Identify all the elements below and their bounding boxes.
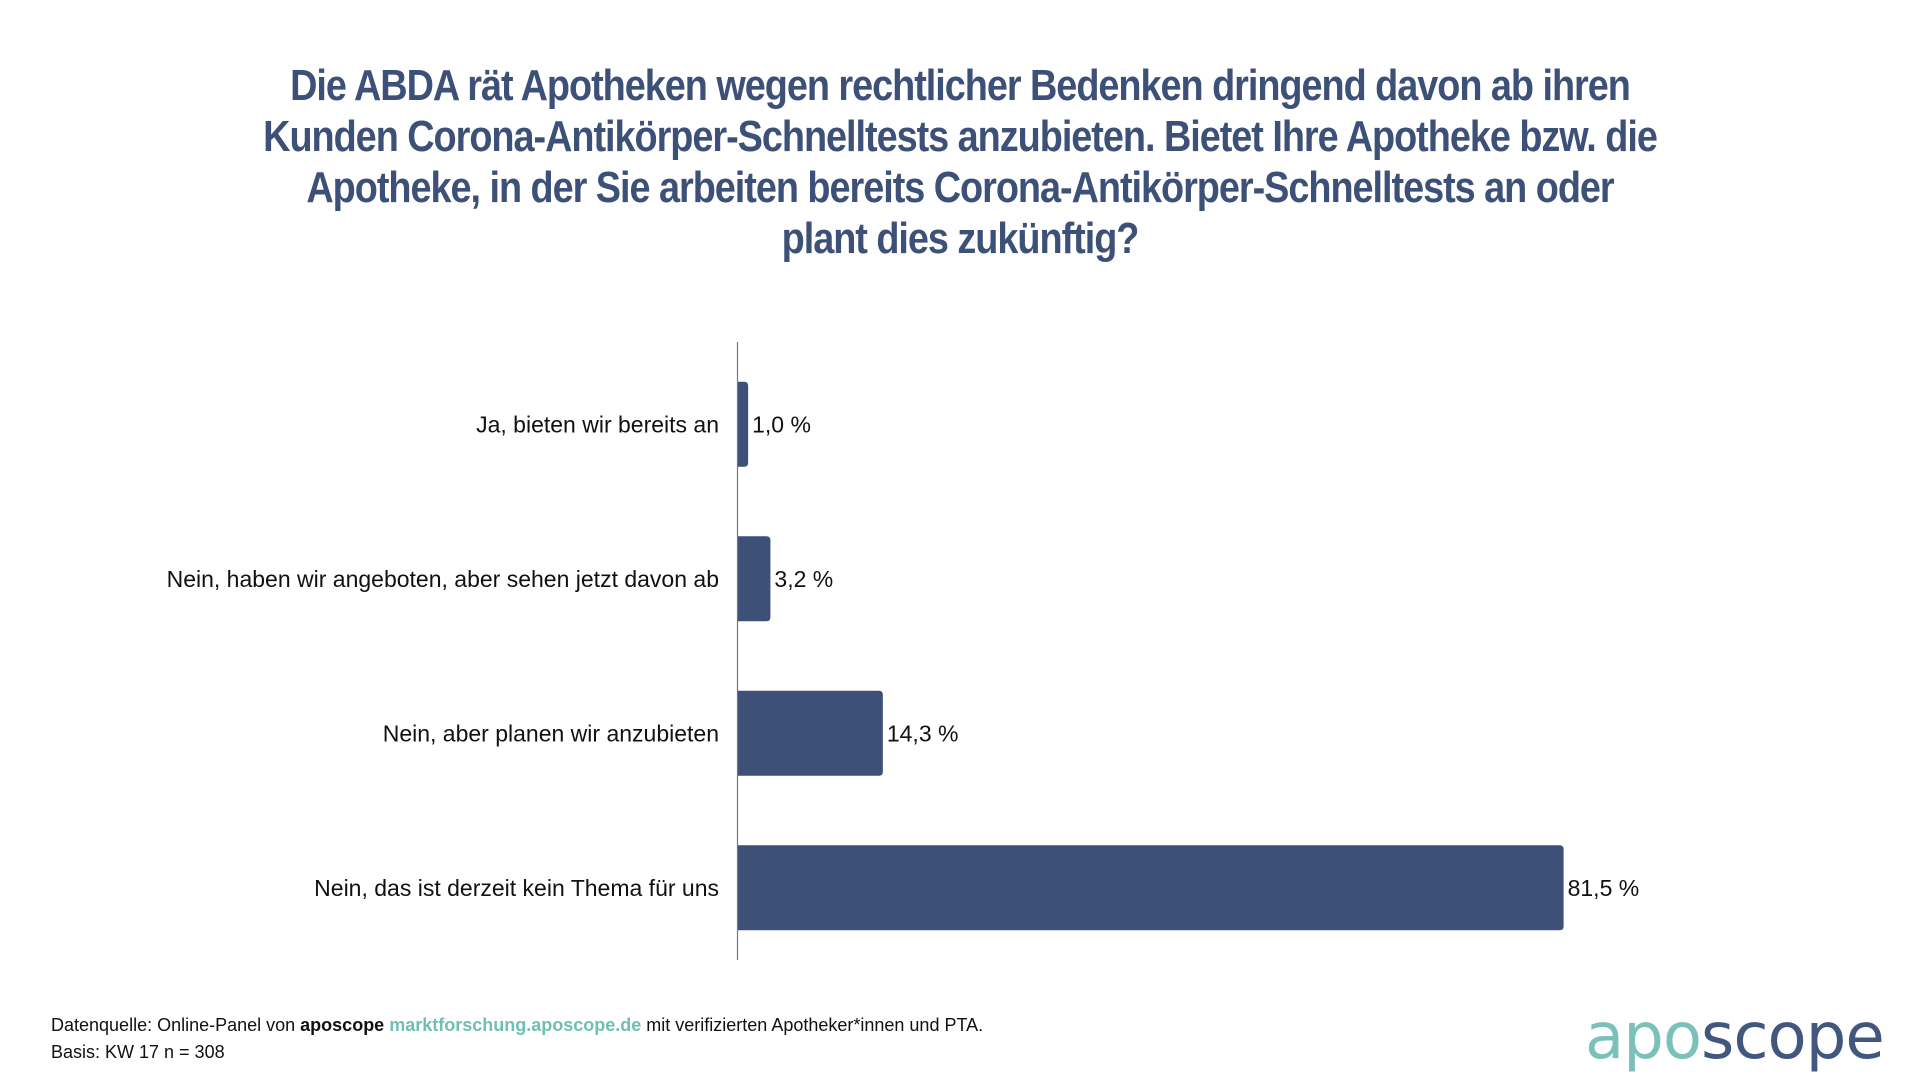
value-label: 3,2 % xyxy=(774,566,833,592)
category-label: Nein, haben wir angeboten, aber sehen je… xyxy=(167,566,719,592)
title-line: Kunden Corona-Antikörper-Schnelltests an… xyxy=(263,112,1658,161)
value-label: 14,3 % xyxy=(887,720,959,746)
bar xyxy=(738,845,1564,931)
logo-part-scope: scope xyxy=(1701,1000,1885,1074)
bar xyxy=(738,536,771,622)
basis-note: Basis: KW 17 n = 308 xyxy=(51,1042,225,1062)
source-link[interactable]: marktforschung.aposcope.de xyxy=(389,1015,642,1035)
value-label: 81,5 % xyxy=(1568,875,1640,901)
chart-title: Die ABDA rät Apotheken wegen rechtlicher… xyxy=(0,60,1920,264)
title-line: Die ABDA rät Apotheken wegen rechtlicher… xyxy=(290,61,1631,110)
bar xyxy=(738,690,883,776)
title-line: plant dies zukünftig? xyxy=(781,214,1140,263)
bars-group: Ja, bieten wir bereits an 1,0 % Nein, habe… xyxy=(167,381,1640,931)
source-prefix: Datenquelle: Online-Panel von xyxy=(51,1015,301,1035)
aposcope-logo: aposcope xyxy=(1585,1000,1885,1074)
category-label: Nein, das ist derzeit kein Thema für uns xyxy=(314,875,719,901)
source-brand: aposcope xyxy=(300,1015,385,1035)
footer: Datenquelle: Online-Panel von aposcope m… xyxy=(51,1012,983,1066)
category-label: Ja, bieten wir bereits an xyxy=(476,411,719,437)
title-line: Apotheke, in der Sie arbeiten bereits Co… xyxy=(306,163,1614,212)
source-suffix: mit verifizierten Apotheker*innen und PT… xyxy=(641,1015,984,1035)
logo-part-apo: apo xyxy=(1585,1000,1702,1074)
value-label: 1,0 % xyxy=(752,411,811,437)
category-label: Nein, aber planen wir anzubieten xyxy=(383,720,719,746)
source-note: Datenquelle: Online-Panel von aposcope m… xyxy=(51,1012,983,1039)
bar xyxy=(738,381,749,467)
